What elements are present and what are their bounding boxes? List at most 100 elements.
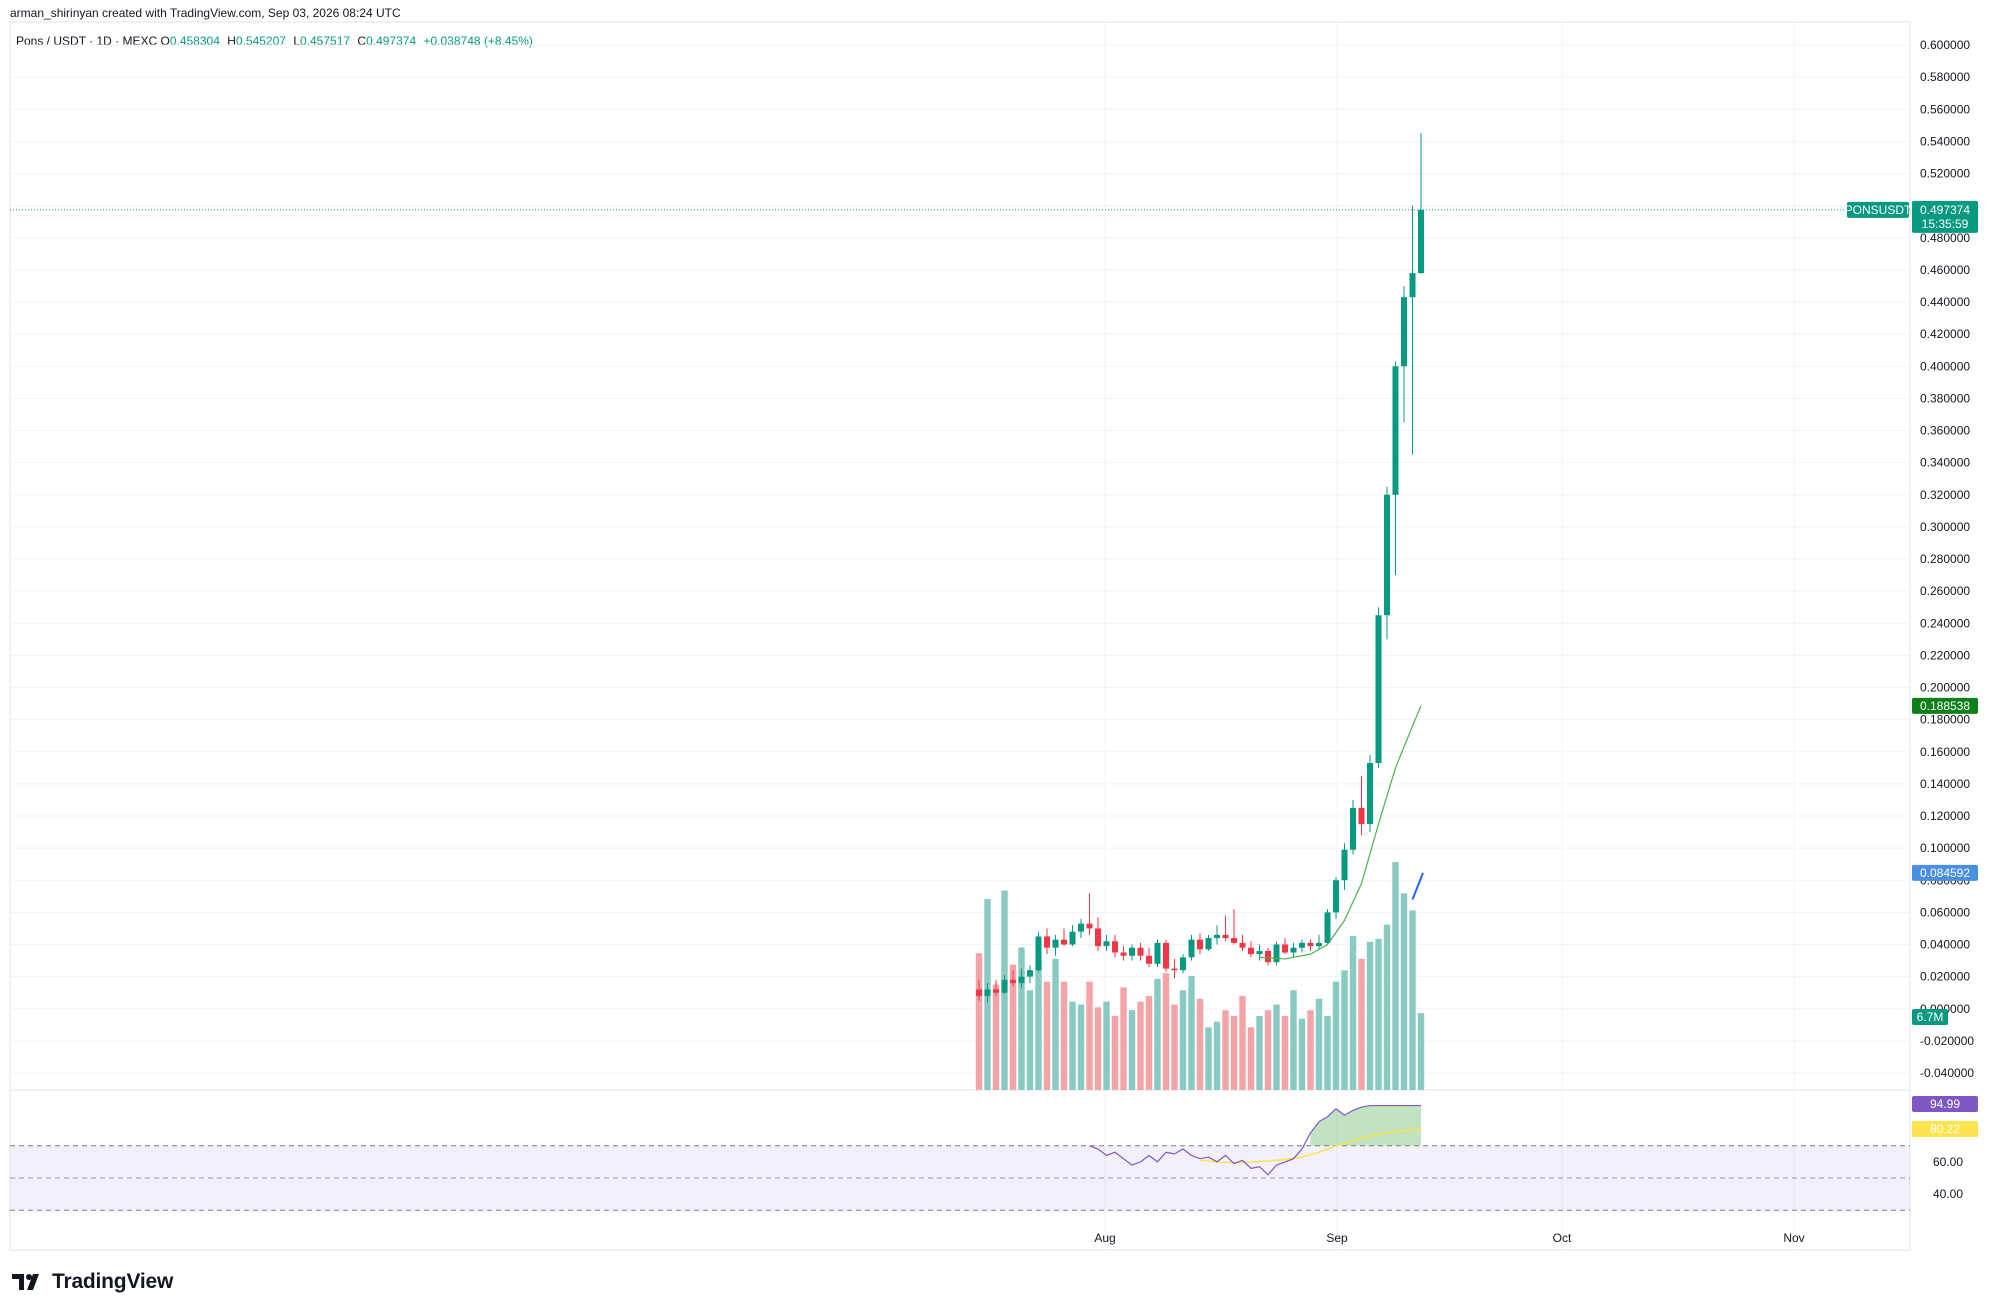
candle — [1146, 947, 1152, 967]
candle-body — [1384, 494, 1390, 616]
price-tick-label: 0.420000 — [1920, 327, 1970, 341]
candle-body — [1188, 939, 1195, 958]
open-label: O — [160, 34, 170, 48]
indicator-overlays — [10, 209, 1910, 960]
price-tick-label: 0.180000 — [1920, 713, 1970, 727]
candle — [1171, 958, 1178, 979]
volume-bar — [1256, 1015, 1263, 1090]
volume-bar — [1103, 1001, 1110, 1090]
candle — [1086, 893, 1093, 935]
volume-bar — [1137, 1001, 1144, 1090]
volume-bar — [1409, 910, 1416, 1090]
candle-body — [1044, 936, 1050, 948]
volume-bar — [1188, 976, 1195, 1090]
candle-body — [1239, 942, 1246, 948]
price-tick-label: 0.020000 — [1920, 970, 1970, 984]
volume-bar — [1400, 893, 1408, 1090]
candle — [1307, 939, 1314, 951]
candle-body — [1061, 939, 1067, 945]
candle-body — [1214, 934, 1220, 939]
candle — [1137, 942, 1144, 961]
candle-body — [1316, 942, 1322, 947]
time-tick-label: Oct — [1553, 1231, 1572, 1245]
rsi-ma-tag: 80.22 — [1930, 1122, 1960, 1136]
candle — [1316, 934, 1322, 950]
price-tick-label: 0.060000 — [1920, 905, 1970, 919]
tradingview-logo[interactable]: TradingView — [12, 1270, 173, 1294]
ma-price-tag: 0.188538 — [1920, 699, 1970, 713]
volume-bar — [1281, 1015, 1289, 1090]
candle — [1027, 965, 1033, 984]
volume-bar — [1162, 973, 1170, 1090]
volume-bar — [1247, 1027, 1255, 1090]
rsi-ma-tag-bg — [1912, 1121, 1978, 1137]
candle — [1333, 877, 1339, 919]
candlestick-series — [976, 133, 1424, 1003]
candle-body — [1265, 950, 1271, 963]
candle — [1001, 975, 1008, 995]
candle — [1180, 954, 1186, 974]
candle-body — [1035, 936, 1042, 971]
candle-body — [1027, 970, 1033, 977]
ma-price-tag-bg — [1912, 697, 1978, 714]
candle-body — [1163, 942, 1169, 969]
candle — [1129, 944, 1135, 961]
candle — [1299, 939, 1305, 953]
price-tick-label: 0.480000 — [1920, 231, 1970, 245]
candle-body — [1290, 947, 1297, 953]
candle-body — [1367, 762, 1373, 825]
volume-bar — [1315, 998, 1323, 1090]
volume-bar — [1043, 981, 1051, 1090]
candle-body — [993, 989, 999, 993]
volume-bar — [1069, 1001, 1076, 1090]
candle — [1188, 934, 1195, 961]
volume-bar — [1120, 987, 1127, 1090]
price-axis[interactable]: 0.600000 0.580000 0.560000 0.540000 0.520000… — [1920, 38, 1974, 1201]
price-tick-label: 0.160000 — [1920, 745, 1970, 759]
candle-body — [1418, 209, 1424, 274]
candle-body — [1222, 934, 1229, 939]
candle — [1103, 934, 1110, 951]
volume-bar — [975, 953, 983, 1090]
candle-body — [1231, 938, 1237, 943]
candle-body — [1256, 950, 1263, 955]
price-tick-label: 0.360000 — [1920, 424, 1970, 438]
candle — [1061, 928, 1067, 947]
volume-bar — [1383, 924, 1391, 1090]
chart-credit: arman_shirinyan created with TradingView… — [10, 6, 401, 20]
volume-bar — [1264, 1010, 1272, 1090]
candle — [1341, 843, 1348, 890]
high-label: H — [227, 34, 236, 48]
rsi-tick-label: 40.00 — [1933, 1187, 1963, 1201]
volume-bar — [1035, 961, 1042, 1090]
rsi-pane — [10, 1104, 1910, 1211]
price-tick-label: 0.580000 — [1920, 70, 1970, 84]
time-tick-label: Sep — [1326, 1231, 1348, 1245]
candle — [1375, 607, 1382, 768]
candle-body — [1282, 944, 1288, 953]
volume-bar — [1196, 998, 1204, 1090]
candle-body — [1333, 880, 1339, 913]
volume-bar — [1205, 1027, 1212, 1090]
volume-bar — [1154, 978, 1161, 1090]
line2-price-tag: 0.084592 — [1920, 866, 1970, 880]
volume-bar — [1375, 938, 1382, 1090]
volume-bar — [1239, 995, 1246, 1090]
candle-body — [1171, 968, 1178, 971]
candle — [976, 979, 982, 1001]
candle — [1290, 942, 1297, 958]
candle — [1324, 909, 1331, 945]
candle — [1010, 970, 1016, 987]
time-axis[interactable]: Aug Sep Oct Nov — [1094, 1231, 1804, 1245]
candle — [1231, 909, 1237, 945]
volume-bar — [1366, 941, 1374, 1090]
ma-line — [1259, 705, 1422, 960]
volume-bar — [1128, 1010, 1136, 1090]
candle — [1044, 928, 1050, 955]
volume-bar — [1009, 964, 1017, 1090]
volume-bar — [1171, 1004, 1178, 1090]
volume-bar — [1179, 990, 1187, 1090]
candle-body — [1069, 931, 1076, 945]
candle-body — [1358, 807, 1365, 825]
